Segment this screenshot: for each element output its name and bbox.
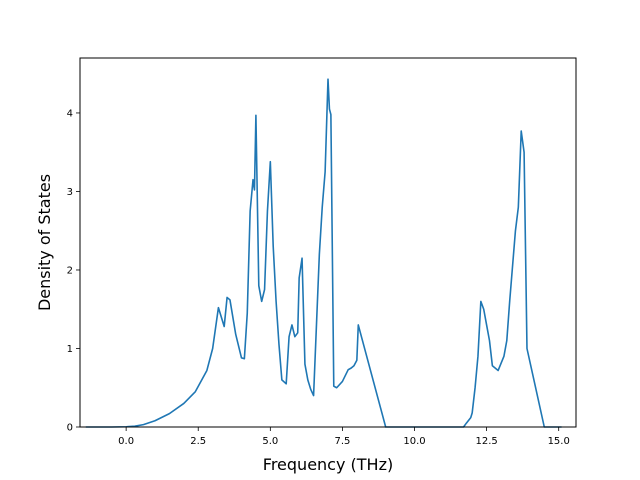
dos-series-line xyxy=(85,78,562,428)
x-tick-label: 5.0 xyxy=(262,436,278,447)
x-axis-ticks: 0.0 2.5 5.0 7.5 10.0 12.5 15.0 xyxy=(118,427,570,447)
y-tick-label: 3 xyxy=(67,187,73,198)
y-tick-label: 4 xyxy=(67,108,73,119)
x-tick-label: 0.0 xyxy=(118,436,134,447)
y-tick-label: 1 xyxy=(67,344,73,355)
y-axis-ticks: 0 1 2 3 4 xyxy=(67,108,80,434)
x-tick-label: 2.5 xyxy=(190,436,206,447)
x-tick-label: 7.5 xyxy=(334,436,350,447)
x-tick-label: 12.5 xyxy=(475,436,497,447)
y-tick-label: 2 xyxy=(67,265,73,276)
x-tick-label: 10.0 xyxy=(403,436,425,447)
plot-area xyxy=(85,78,562,428)
y-axis-title: Density of States xyxy=(35,174,54,311)
x-tick-label: 15.0 xyxy=(548,436,570,447)
y-tick-label: 0 xyxy=(67,423,73,434)
axes-frame xyxy=(79,57,577,428)
x-axis-title: Frequency (THz) xyxy=(263,455,393,474)
